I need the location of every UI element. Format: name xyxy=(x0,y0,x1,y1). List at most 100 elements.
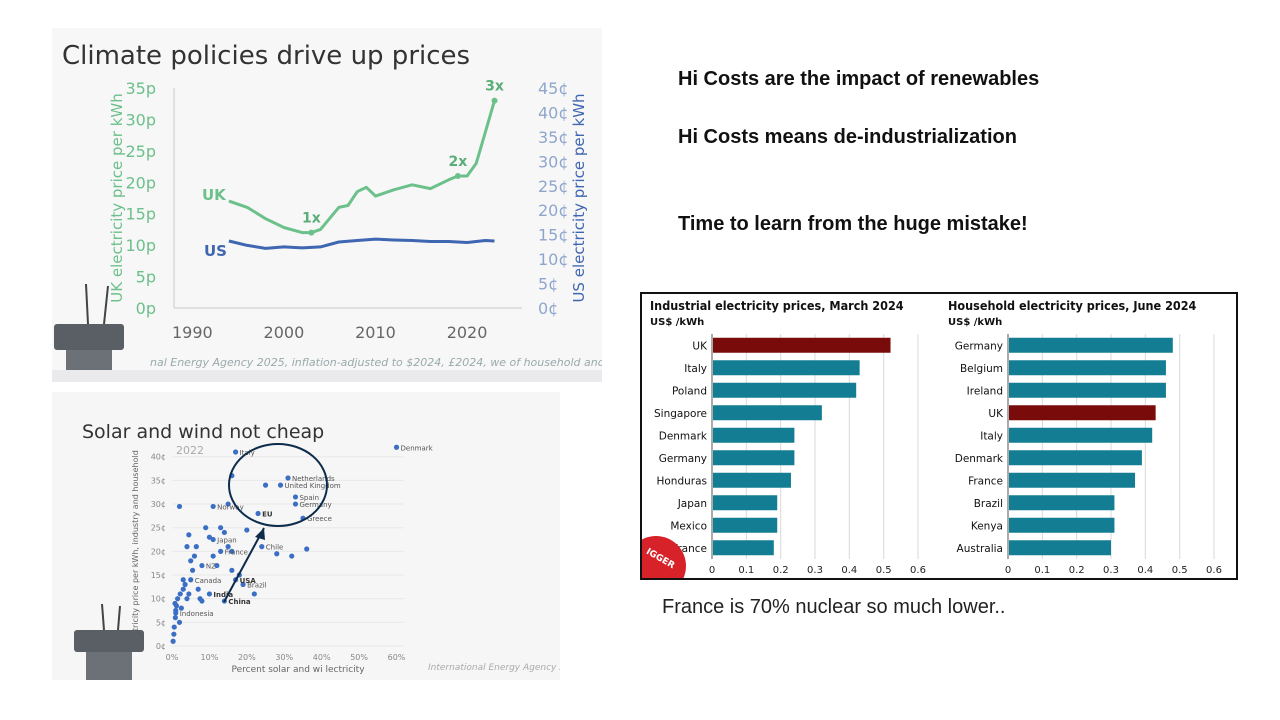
bullet-renewables-cost: Hi Costs are the impact of renewables xyxy=(678,68,1040,90)
x-tick-label: 2000 xyxy=(264,323,305,342)
scatter-point xyxy=(304,546,310,552)
y-right-tick-label: 30¢ xyxy=(538,152,569,171)
point-label: Norway xyxy=(217,503,244,511)
bar-uk xyxy=(1009,405,1156,421)
scatter-point xyxy=(170,638,176,644)
bar-ireland xyxy=(1009,382,1166,398)
scatter-point-labeled xyxy=(210,536,216,543)
series-line-us xyxy=(228,237,495,250)
bar-italy xyxy=(713,360,860,376)
scatter-chart-panel: Solar and wind not cheap 2022 0¢ 5¢ 10¢ 15¢… xyxy=(52,392,560,680)
arrow-line xyxy=(223,527,265,603)
scatter-point-labeled xyxy=(292,494,299,500)
bar-charts-panel: Industrial electricity prices, March 202… xyxy=(640,292,1238,580)
category-label: Japan xyxy=(677,498,707,510)
point-label: Greece xyxy=(307,515,332,523)
x-tick-label: 0% xyxy=(166,653,179,662)
scatter-point-labeled xyxy=(240,581,246,588)
x-tick-label: 0.2 xyxy=(773,565,789,576)
bar-japan xyxy=(713,495,778,511)
y-left-tick-label: 10p xyxy=(125,236,156,255)
units-label: US$ /kWh xyxy=(650,317,704,328)
y-axis-label-left: UK electricity price per kWh xyxy=(108,93,126,302)
point-label: Germany xyxy=(299,501,331,509)
bar-australia xyxy=(1009,540,1111,556)
y-right-tick-label: 45¢ xyxy=(538,79,569,98)
chart-title: Climate policies drive up prices xyxy=(62,41,470,71)
y-tick-label: 15¢ xyxy=(151,571,166,580)
category-label: Singapore xyxy=(654,408,707,420)
scatter-point xyxy=(229,548,235,554)
x-tick-label: 0.3 xyxy=(1103,565,1119,576)
source-footer: International Energy Agency 2025 xyxy=(428,663,560,673)
x-tick-label: 0.1 xyxy=(1034,565,1050,576)
scatter-point xyxy=(206,534,213,540)
y-right-tick-label: 15¢ xyxy=(538,226,569,245)
point-label: Denmark xyxy=(401,444,434,452)
bar-honduras xyxy=(713,472,791,488)
category-label: Ireland xyxy=(967,385,1003,397)
bar-belgium xyxy=(1009,360,1166,376)
point-label: Indonesia xyxy=(180,610,214,618)
y-axis-label: Electricity price per kWh, industry and … xyxy=(131,450,140,648)
x-tick-label: 0.6 xyxy=(910,565,926,576)
x-tick-label: 0.5 xyxy=(1172,565,1188,576)
category-label: Denmark xyxy=(659,430,708,442)
scatter-point xyxy=(203,525,209,531)
x-axis-label: Percent solar and wi lectricity xyxy=(231,665,365,675)
scatter-point-labeled xyxy=(285,475,291,481)
point-label: Japan xyxy=(216,537,237,545)
y-tick-label: 0¢ xyxy=(156,642,166,651)
scatter-point xyxy=(244,527,250,533)
point-label: Spain xyxy=(299,494,319,502)
bullet-learn-mistake: Time to learn from the huge mistake! xyxy=(678,213,1028,235)
y-tick-label: 10¢ xyxy=(151,595,166,604)
scatter-point xyxy=(199,598,205,604)
highlight-circle xyxy=(228,443,328,527)
scatter-point xyxy=(221,529,227,536)
point-label: USA xyxy=(240,577,257,585)
scatter-point xyxy=(274,551,280,557)
x-tick-label: 0 xyxy=(709,565,715,576)
chart-title: Household electricity prices, June 2024 xyxy=(948,298,1197,313)
series-line-uk xyxy=(228,100,496,235)
y-right-tick-label: 5¢ xyxy=(538,275,558,294)
annotation-marker xyxy=(454,173,461,179)
y-tick-label: 35¢ xyxy=(151,476,166,485)
bar-denmark xyxy=(713,427,795,443)
scatter-point xyxy=(184,596,190,602)
annotation-label: 1x xyxy=(302,211,321,227)
y-axis-label-right: US electricity price per kWh xyxy=(570,93,588,302)
units-label: US$ /kWh xyxy=(948,317,1002,328)
bar-poland xyxy=(713,382,857,398)
bar-germany xyxy=(1009,337,1173,353)
point-label: Canada xyxy=(195,577,222,585)
scatter-point xyxy=(176,503,183,510)
y-left-tick-label: 35p xyxy=(125,79,156,98)
y-tick-label: 40¢ xyxy=(151,453,166,462)
category-label: Germany xyxy=(659,453,707,465)
scatter-point-labeled xyxy=(199,562,205,569)
y-left-tick-label: 15p xyxy=(125,205,156,224)
y-right-tick-label: 35¢ xyxy=(538,128,569,147)
scatter-point xyxy=(195,586,201,592)
series-label-us: US xyxy=(204,242,227,260)
x-tick-label: 0.2 xyxy=(1069,565,1085,576)
bar-brazil xyxy=(1009,495,1115,511)
scatter-point xyxy=(189,567,196,573)
bar-france xyxy=(713,540,774,556)
scatter-point-labeled xyxy=(210,503,216,510)
x-tick-label: 0.3 xyxy=(807,565,823,576)
annotation-label: 2x xyxy=(449,154,468,170)
bar-singapore xyxy=(713,405,822,421)
scatter-point xyxy=(193,544,199,550)
scatter-point xyxy=(177,591,183,597)
price-line-chart-panel: Climate policies drive up prices 0p 5p 10p… xyxy=(52,28,602,382)
category-label: Denmark xyxy=(955,453,1004,465)
podium-silhouette xyxy=(74,603,144,680)
x-tick-label: 0.5 xyxy=(876,565,892,576)
bar-germany xyxy=(713,450,795,466)
price-line-chart: Climate policies drive up prices 0p 5p 10p… xyxy=(52,41,602,382)
x-tick-label: 40% xyxy=(313,653,331,662)
bullet-deindustrialization: Hi Costs means de-industrialization xyxy=(678,126,1017,148)
